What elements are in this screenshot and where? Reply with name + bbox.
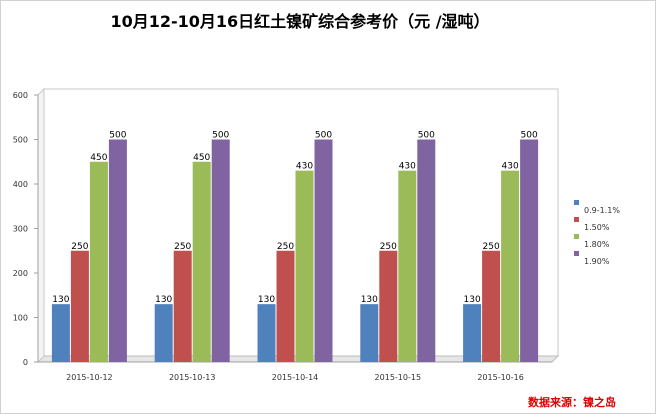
bar-0-4 — [463, 304, 482, 362]
x-tick-label: 2015-10-16 — [477, 373, 524, 382]
bar-0-2 — [257, 304, 276, 362]
y-tick-label: 600 — [13, 91, 28, 100]
legend-swatch — [574, 217, 579, 222]
bar-0-0 — [51, 304, 70, 362]
legend-label: 1.50% — [584, 223, 610, 232]
bar-3-1 — [211, 139, 230, 362]
data-label: 500 — [212, 131, 229, 141]
source-note: 数据来源：镍之岛 — [528, 396, 616, 409]
x-tick-label: 2015-10-15 — [375, 373, 422, 382]
y-tick-label: 0 — [23, 358, 28, 367]
bar-2-2 — [295, 170, 314, 362]
bar-1-2 — [276, 250, 295, 362]
y-tick-label: 200 — [13, 269, 28, 278]
data-label: 450 — [193, 153, 210, 163]
data-label: 250 — [174, 242, 191, 252]
legend-swatch — [574, 234, 579, 239]
bar-1-1 — [173, 250, 192, 362]
data-label: 430 — [399, 162, 416, 172]
data-label: 500 — [315, 131, 332, 141]
data-label: 130 — [155, 295, 172, 305]
bar-3-2 — [314, 139, 333, 362]
data-label: 130 — [464, 295, 481, 305]
bar-3-3 — [417, 139, 436, 362]
data-label: 250 — [380, 242, 397, 252]
data-label: 250 — [483, 242, 500, 252]
bar-1-0 — [70, 250, 89, 362]
data-label: 500 — [109, 131, 126, 141]
legend-label: 1.80% — [584, 240, 610, 249]
bar-0-1 — [154, 304, 173, 362]
data-label: 430 — [502, 162, 519, 172]
plot-side-wall — [37, 87, 45, 364]
bar-3-0 — [108, 139, 127, 362]
bar-2-3 — [398, 170, 417, 362]
data-label: 130 — [258, 295, 275, 305]
legend-swatch — [574, 200, 579, 205]
bar-3-4 — [520, 139, 539, 362]
legend-label: 0.9-1.1% — [584, 206, 620, 215]
bar-2-0 — [89, 161, 108, 362]
y-tick-label: 100 — [13, 314, 28, 323]
x-tick-label: 2015-10-14 — [272, 373, 319, 382]
x-tick-label: 2015-10-12 — [66, 373, 113, 382]
bar-1-4 — [482, 250, 501, 362]
data-label: 250 — [71, 242, 88, 252]
legend-label: 1.90% — [584, 257, 610, 266]
data-label: 500 — [521, 131, 538, 141]
data-label: 500 — [418, 131, 435, 141]
bar-2-4 — [501, 170, 520, 362]
y-tick-label: 300 — [13, 225, 28, 234]
bar-2-1 — [192, 161, 211, 362]
bar-1-3 — [379, 250, 398, 362]
data-label: 450 — [90, 153, 107, 163]
y-tick-label: 500 — [13, 136, 28, 145]
legend-swatch — [574, 251, 579, 256]
data-label: 130 — [52, 295, 69, 305]
chart-title: 10月12-10月16日红土镍矿综合参考价（元 /湿吨） — [110, 12, 490, 31]
data-label: 430 — [296, 162, 313, 172]
x-tick-label: 2015-10-13 — [169, 373, 216, 382]
y-tick-label: 400 — [13, 180, 28, 189]
data-label: 130 — [361, 295, 378, 305]
bar-0-3 — [360, 304, 379, 362]
data-label: 250 — [277, 242, 294, 252]
